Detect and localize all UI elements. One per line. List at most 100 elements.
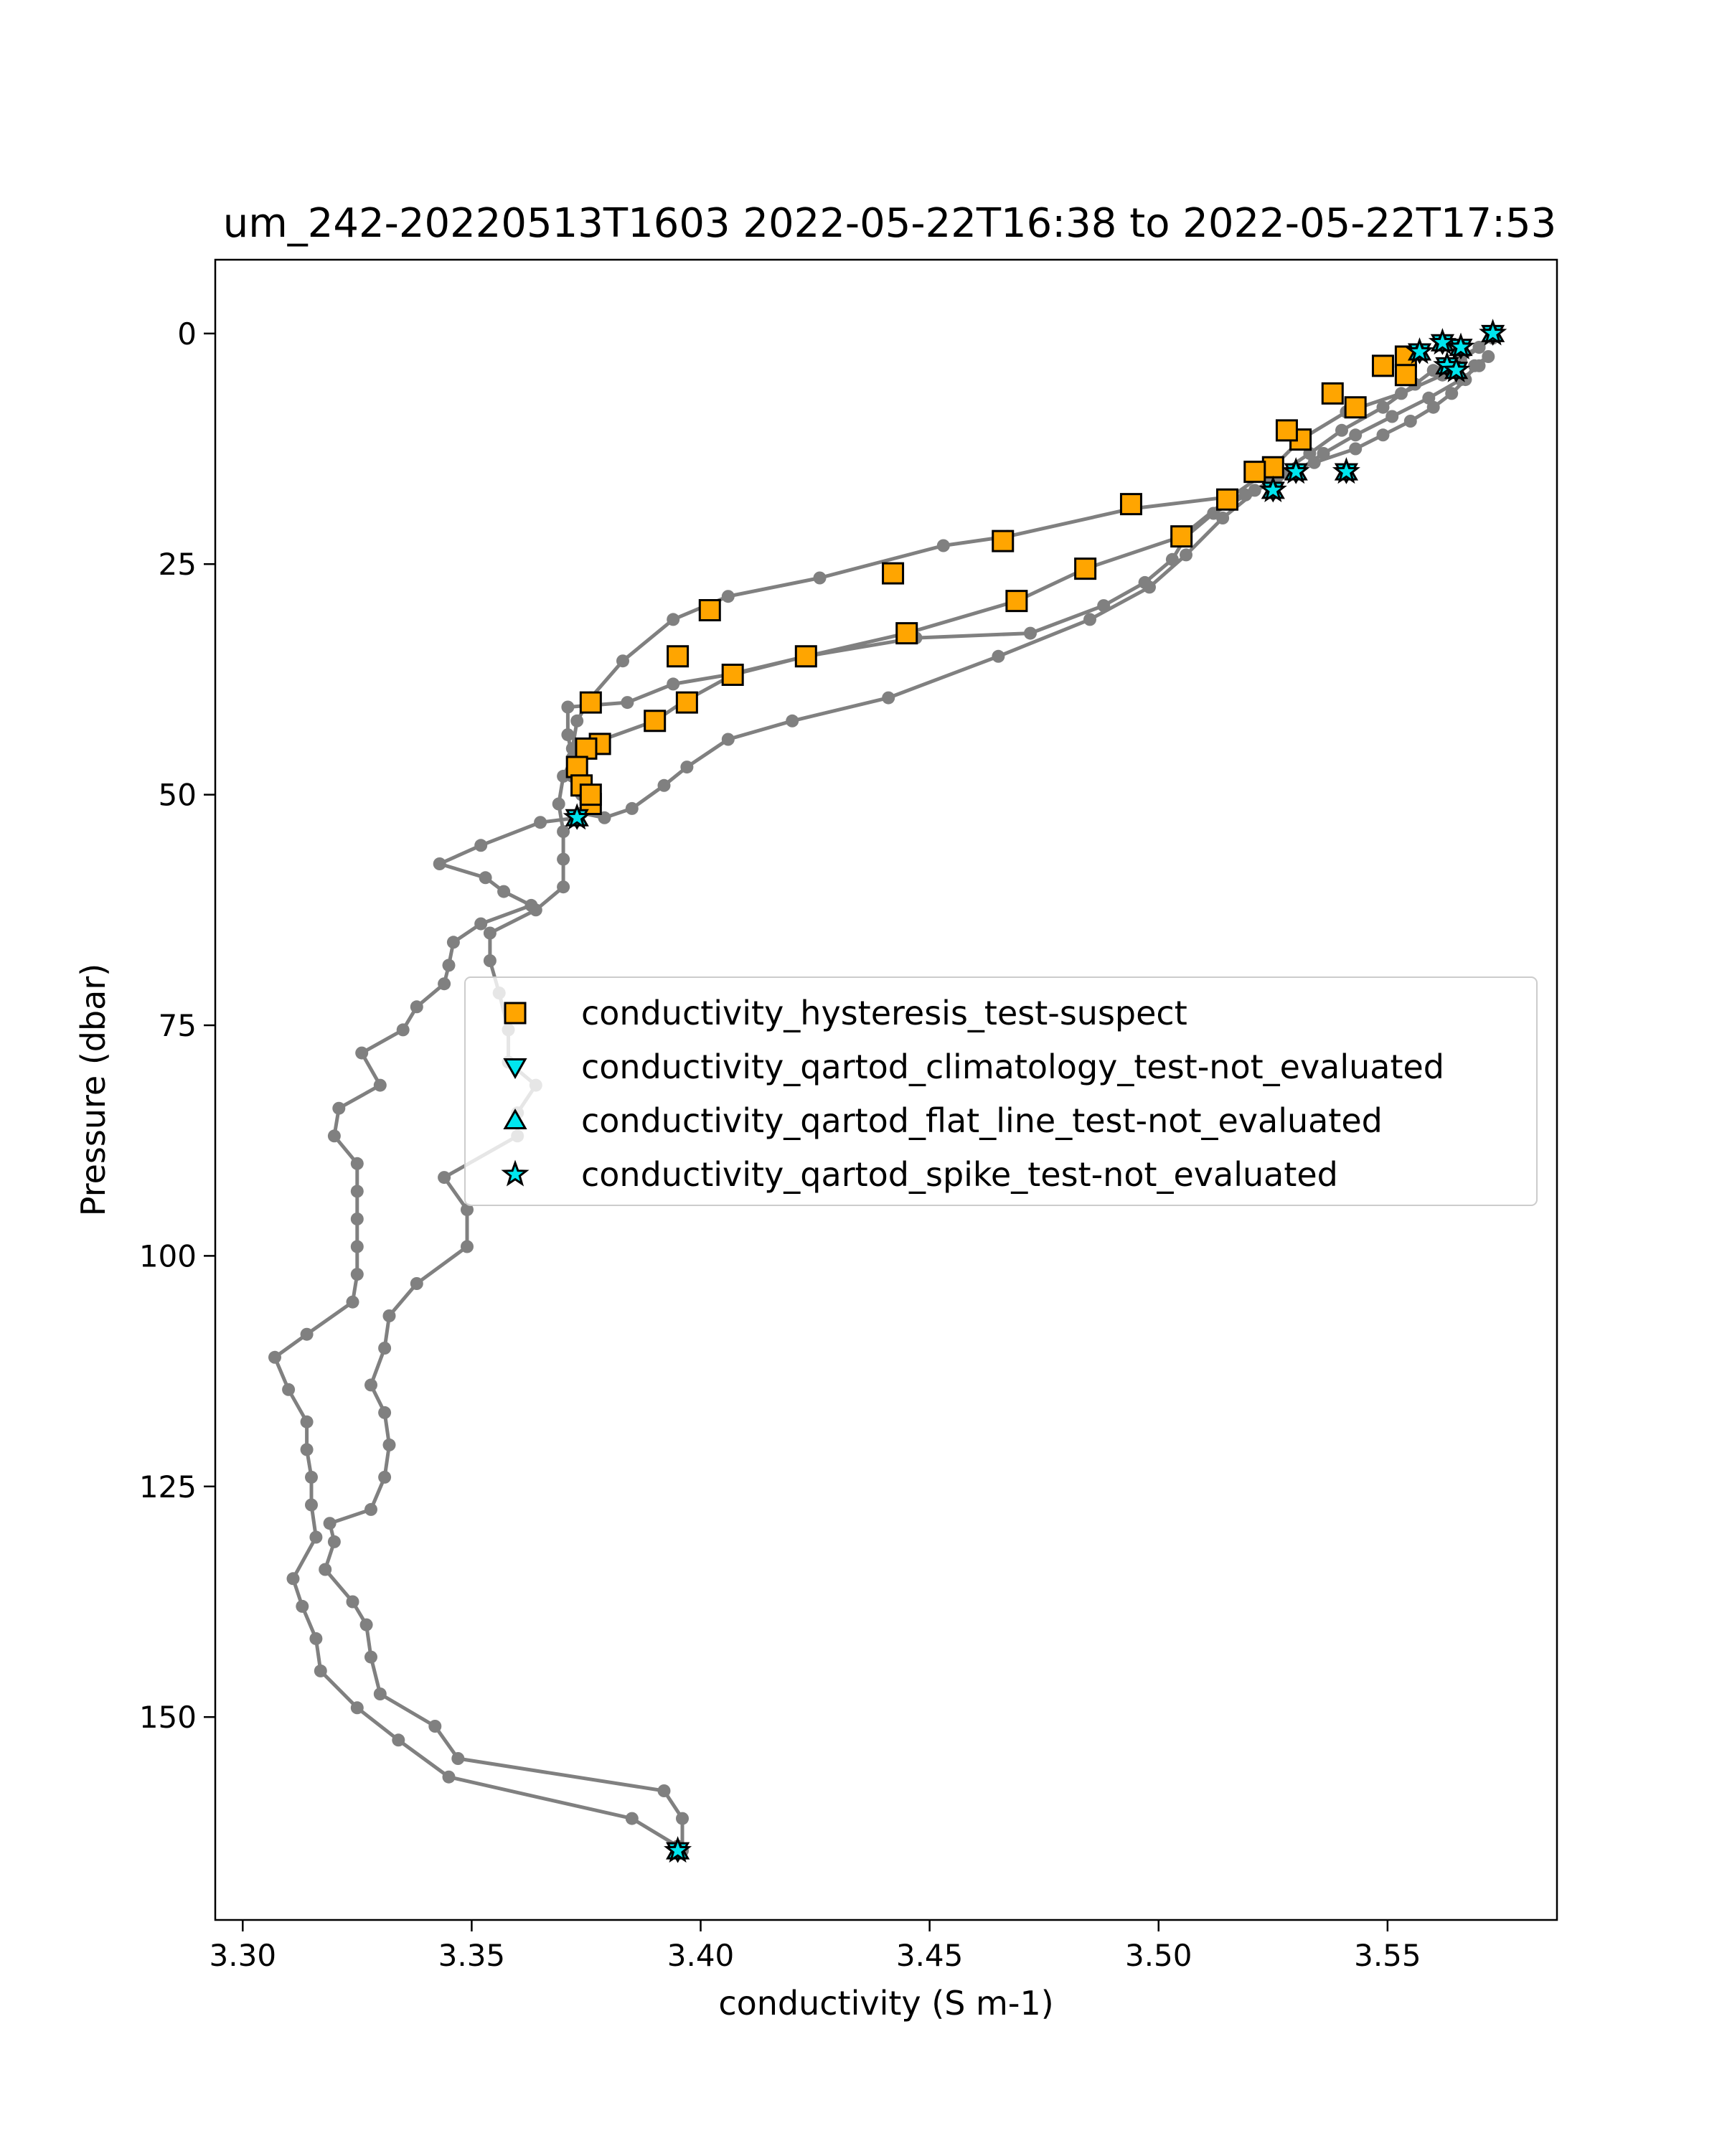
y-tick-label: 25 xyxy=(159,547,197,582)
profile-point xyxy=(300,1327,314,1341)
profile-point xyxy=(1317,447,1330,460)
series-star-point xyxy=(1281,457,1310,484)
profile-point xyxy=(625,1812,639,1825)
y-tick-label: 75 xyxy=(159,1008,197,1043)
profile-point xyxy=(657,778,671,792)
profile-point xyxy=(529,903,542,917)
series-square-point xyxy=(565,755,588,778)
series-square-point xyxy=(992,529,1015,552)
profile-point xyxy=(350,1701,364,1715)
series-square-point xyxy=(1170,525,1193,548)
series-square-point xyxy=(575,737,598,760)
profile-point xyxy=(451,1752,465,1765)
profile-point xyxy=(680,761,694,774)
profile-point xyxy=(296,1599,309,1613)
profile-point xyxy=(461,1203,474,1217)
profile-point xyxy=(497,885,511,898)
series-square-point xyxy=(1074,557,1097,580)
series-square-point xyxy=(794,645,817,668)
legend-label: conductivity_qartod_climatology_test-not… xyxy=(581,1048,1444,1086)
x-tick-label: 3.30 xyxy=(210,1938,277,1973)
profile-point xyxy=(314,1664,327,1677)
profile-point xyxy=(936,539,950,552)
profile-point xyxy=(1216,512,1230,524)
profile-point xyxy=(786,714,799,728)
series-square-point xyxy=(1243,461,1266,484)
profile-point xyxy=(1376,400,1390,414)
series-star-point xyxy=(1332,457,1360,484)
series-star-point xyxy=(1479,319,1507,346)
profile-point xyxy=(625,801,639,815)
profile-point xyxy=(561,700,575,714)
profile-point xyxy=(350,1213,364,1225)
series-square-point xyxy=(895,622,918,645)
profile-point xyxy=(552,797,565,811)
profile-point xyxy=(378,1342,392,1355)
profile-point xyxy=(483,954,497,967)
y-tick-label: 50 xyxy=(159,778,197,813)
series-square-point xyxy=(644,710,667,733)
series-square-point xyxy=(882,562,905,585)
profile-point xyxy=(392,1733,405,1747)
profile-point xyxy=(428,1720,442,1733)
profile-point xyxy=(1482,350,1495,363)
legend-label: conductivity_qartod_flat_line_test-not_e… xyxy=(581,1101,1383,1140)
profile-point xyxy=(300,1415,314,1428)
series-square-point xyxy=(1119,493,1142,516)
profile-point xyxy=(355,1046,369,1060)
profile-point xyxy=(373,1078,387,1092)
profile-line xyxy=(273,332,1495,1853)
profile-point xyxy=(1024,626,1037,640)
chart-title: um_242-20220513T1603 2022-05-22T16:38 to… xyxy=(223,200,1557,247)
series-square-point xyxy=(1321,382,1344,405)
series-square-markers xyxy=(565,345,1417,815)
profile-point xyxy=(1239,488,1252,502)
profile-point xyxy=(282,1383,296,1396)
profile-point xyxy=(667,613,680,626)
profile-point xyxy=(1422,391,1436,405)
series-square-point xyxy=(675,691,698,714)
series-square-point xyxy=(698,599,721,622)
y-tick-label: 100 xyxy=(139,1238,197,1274)
profile-point xyxy=(305,1498,318,1512)
profile-point xyxy=(350,1268,364,1281)
profile-point xyxy=(621,696,634,710)
profile-point xyxy=(1097,599,1111,613)
profile-point xyxy=(410,1000,423,1014)
series-square-point xyxy=(1344,396,1367,419)
profile-point xyxy=(813,571,827,585)
profile-point xyxy=(364,1378,377,1392)
series-square-point xyxy=(1261,456,1284,479)
profile-point xyxy=(1165,552,1179,566)
profile-point xyxy=(309,1632,323,1645)
x-tick-label: 3.35 xyxy=(438,1938,506,1973)
profile-point xyxy=(667,677,680,691)
x-tick-label: 3.55 xyxy=(1354,1938,1421,1973)
profile-point xyxy=(1385,410,1399,423)
marker-layer xyxy=(563,319,1507,1863)
legend-marker-square xyxy=(504,1002,527,1025)
legend: conductivity_hysteresis_test-suspectcond… xyxy=(464,976,1538,1206)
series-square-point xyxy=(1005,590,1028,613)
profile-point xyxy=(268,1350,281,1364)
series-square-point xyxy=(579,783,602,806)
profile-point xyxy=(364,1502,377,1516)
series-square-point xyxy=(1215,488,1238,511)
profile-point xyxy=(346,1295,359,1309)
series-star-point xyxy=(1405,337,1434,364)
series-star-markers xyxy=(563,319,1507,1863)
profile-point xyxy=(438,1171,451,1185)
x-axis-label: conductivity (S m-1) xyxy=(718,1984,1053,2023)
profile-point xyxy=(1403,415,1417,428)
profile-point xyxy=(309,1530,323,1544)
profile-point xyxy=(300,1443,314,1456)
legend-marker-triangle-down xyxy=(503,1058,527,1080)
series-square-point xyxy=(1394,364,1417,387)
series-square-point xyxy=(667,645,690,668)
y-axis: 0 25 50 75 100 125 150 xyxy=(139,316,215,1735)
profile-point xyxy=(446,936,460,949)
series-star-point xyxy=(1258,475,1287,502)
profile-point xyxy=(1083,613,1096,626)
profile-point xyxy=(1395,387,1408,400)
